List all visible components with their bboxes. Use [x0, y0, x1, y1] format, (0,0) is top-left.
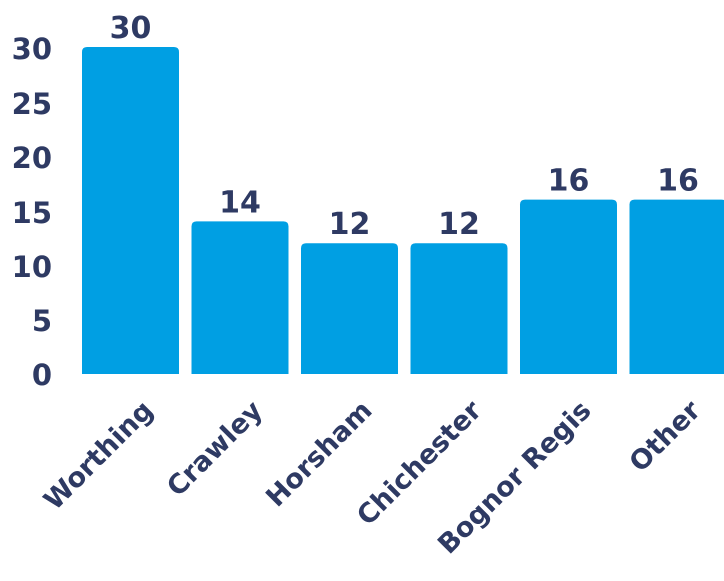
data-label: 16: [657, 164, 699, 199]
bar-crawley: [191, 221, 289, 374]
y-tick-label: 15: [12, 196, 52, 230]
bar-chichester: [410, 243, 508, 374]
x-tick-label: Other: [624, 395, 708, 479]
bar-worthing: [82, 47, 179, 374]
bar-other: [629, 199, 724, 374]
bar-horsham: [301, 243, 398, 374]
y-tick-label: 25: [12, 87, 52, 121]
bars-group: [82, 47, 724, 374]
x-tick-label: Horsham: [260, 395, 378, 513]
x-tick-label: Crawley: [161, 395, 269, 503]
data-label: 12: [329, 207, 371, 242]
x-tick-label: Worthing: [38, 395, 159, 516]
y-tick-label: 20: [12, 141, 52, 175]
y-tick-label: 10: [12, 250, 52, 284]
y-tick-label: 0: [32, 358, 52, 392]
data-label: 14: [219, 185, 261, 220]
y-axis: 0 5 10 15 20 25 30: [12, 32, 52, 392]
data-label: 12: [438, 207, 480, 242]
data-label: 30: [110, 11, 152, 46]
y-tick-label: 30: [12, 32, 52, 66]
data-labels-group: 30 14 12 12 16 16: [110, 11, 699, 242]
y-tick-label: 5: [32, 304, 52, 338]
data-label: 16: [548, 164, 590, 199]
bar-bognor-regis: [520, 199, 617, 374]
